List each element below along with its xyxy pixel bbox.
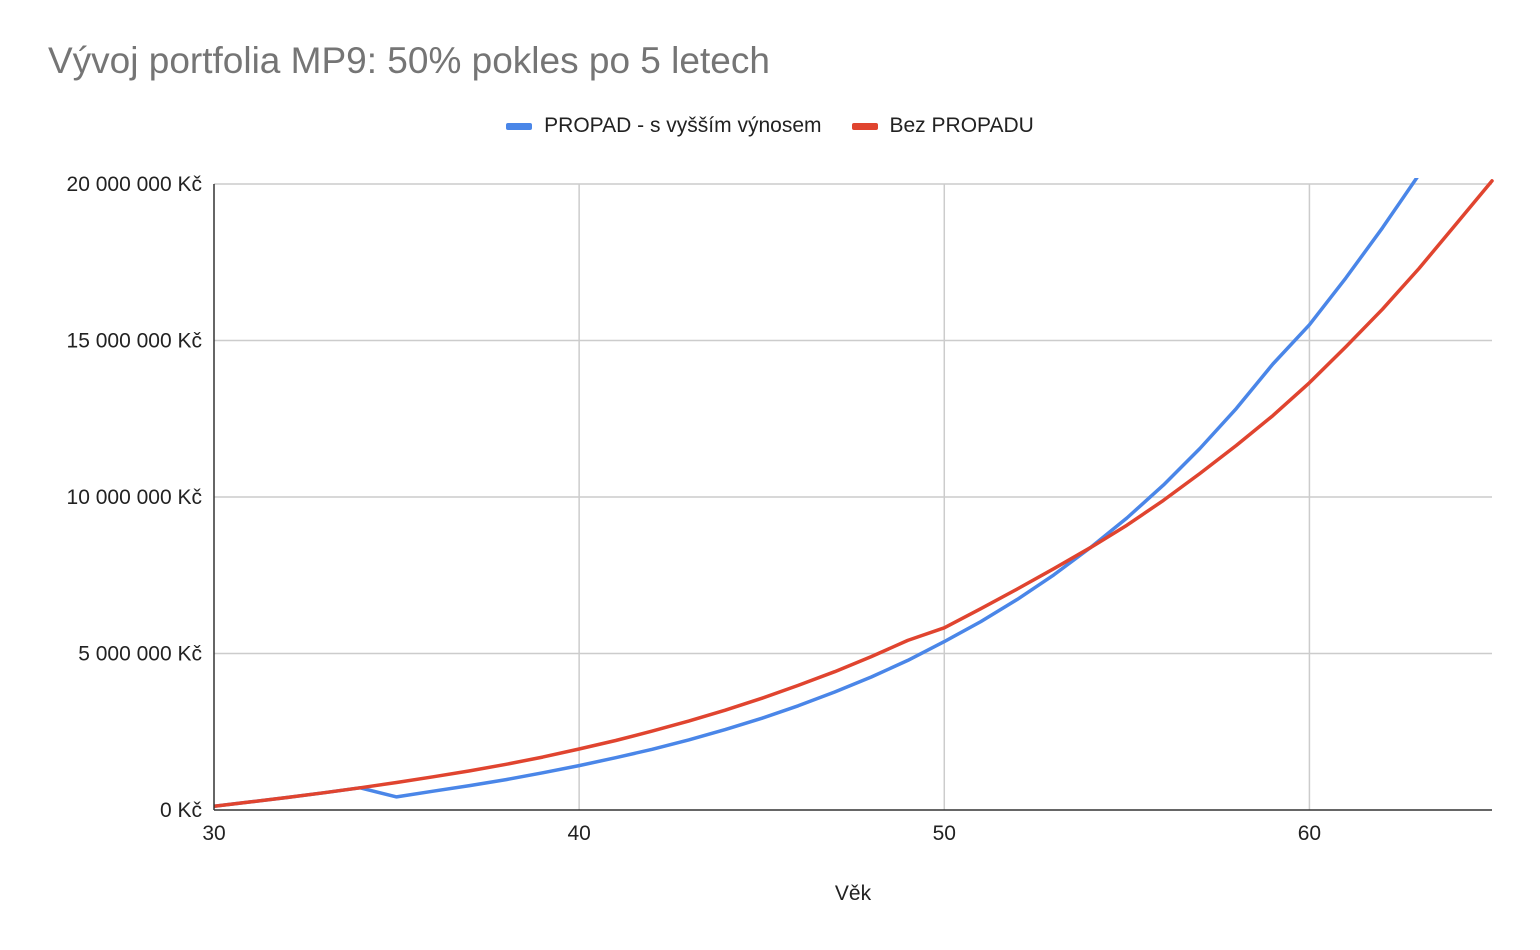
series-line-1[interactable] — [214, 175, 1419, 808]
legend-item-series-1[interactable]: PROPAD - s vyšším výnosem — [506, 114, 822, 138]
legend-label-series-2: Bez PROPADU — [889, 114, 1034, 137]
x-tick-label: 30 — [202, 822, 225, 845]
legend-label-series-1: PROPAD - s vyšším výnosem — [544, 114, 822, 137]
chart-title: Vývoj portfolia MP9: 50% pokles po 5 let… — [48, 40, 770, 81]
legend-swatch-series-2 — [851, 122, 878, 130]
legend-swatch-series-1 — [506, 122, 533, 130]
x-tick-label: 60 — [1298, 822, 1321, 845]
legend: PROPAD - s vyšším výnosem Bez PROPADU — [0, 114, 1540, 138]
y-tick-label: 15 000 000 Kč — [67, 330, 202, 353]
y-tick-label: 5 000 000 Kč — [78, 643, 202, 666]
y-tick-label: 10 000 000 Kč — [67, 486, 202, 509]
legend-item-series-2[interactable]: Bez PROPADU — [851, 114, 1034, 138]
x-axis-title: Věk — [835, 882, 872, 905]
y-tick-label: 0 Kč — [160, 799, 202, 822]
y-tick-label: 20 000 000 Kč — [67, 173, 202, 196]
x-tick-label: 50 — [933, 822, 956, 845]
series-line-2[interactable] — [214, 179, 1494, 808]
x-tick-label: 40 — [567, 822, 590, 845]
